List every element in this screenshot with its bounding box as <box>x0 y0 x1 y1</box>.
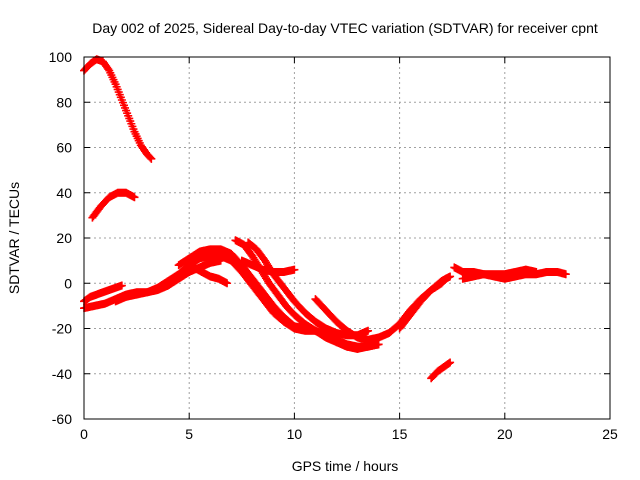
series-arc-1 <box>80 55 156 163</box>
x-tick-label: 25 <box>602 426 618 442</box>
y-tick-label: 100 <box>49 49 73 65</box>
data-point <box>223 279 232 288</box>
series-arc-3 <box>80 256 225 313</box>
data-point <box>147 154 156 163</box>
x-axis-label: GPS time / hours <box>292 458 399 474</box>
gridlines <box>84 57 610 419</box>
series-arc-4 <box>80 281 126 306</box>
data-point <box>290 265 299 274</box>
data-point <box>353 344 362 353</box>
data-point <box>117 281 126 290</box>
axis-ticks: 0 5 10 15 20 25 -60 -40 -20 0 20 40 60 80 100 <box>49 49 618 442</box>
data-point <box>374 340 383 349</box>
x-tick-label: 10 <box>287 426 303 442</box>
data-point <box>364 326 373 335</box>
y-tick-label: 20 <box>56 230 72 246</box>
data-point <box>446 272 455 281</box>
data-point <box>130 193 139 202</box>
series-arc-9 <box>237 256 299 276</box>
x-tick-label: 20 <box>497 426 513 442</box>
series-arc-12 <box>395 272 455 333</box>
y-axis-label: SDTVAR / TECUs <box>6 182 22 294</box>
data-points <box>80 55 570 383</box>
series-arc-2 <box>88 188 139 222</box>
chart-title: Day 002 of 2025, Sidereal Day-to-day VTE… <box>92 20 598 36</box>
x-tick-label: 0 <box>80 426 88 442</box>
series-arc-13 <box>427 358 455 383</box>
y-tick-label: 40 <box>56 185 72 201</box>
data-point <box>146 153 155 162</box>
y-tick-label: -40 <box>52 366 72 382</box>
plot-frame <box>83 56 611 420</box>
series-arc-7 <box>189 263 232 288</box>
x-tick-label: 15 <box>392 426 408 442</box>
y-tick-label: 80 <box>56 94 72 110</box>
series-arc-10 <box>244 238 373 340</box>
y-tick-label: 60 <box>56 140 72 156</box>
y-tick-label: -20 <box>52 321 72 337</box>
data-point <box>446 358 455 367</box>
y-tick-label: 0 <box>64 275 72 291</box>
series-arc-15 <box>458 267 570 283</box>
x-tick-label: 5 <box>185 426 193 442</box>
y-tick-label: -60 <box>52 411 72 427</box>
data-point <box>561 270 570 279</box>
